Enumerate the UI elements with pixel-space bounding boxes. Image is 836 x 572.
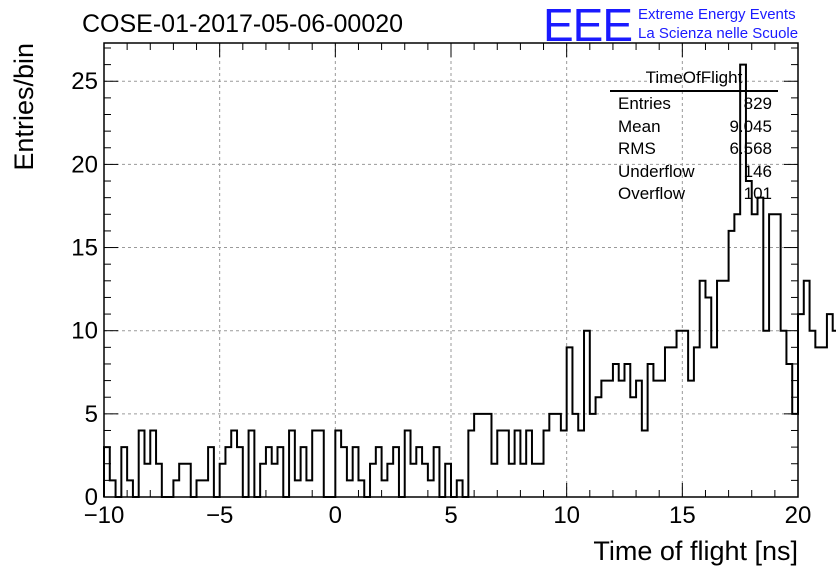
stats-label: Underflow [618, 161, 695, 181]
y-tick-label: 15 [71, 235, 98, 262]
stats-value: 9.045 [729, 116, 772, 136]
histogram-bin [723, 281, 729, 497]
histogram-bin [815, 347, 821, 497]
histogram-bin [810, 331, 816, 497]
histogram-bin [411, 464, 417, 497]
stats-value: 829 [743, 94, 772, 113]
stats-label: Overflow [618, 184, 686, 203]
histogram-bin [480, 414, 486, 497]
stats-row: Overflow 101 [610, 183, 778, 206]
histogram-bin [306, 480, 312, 497]
histogram-bin [144, 464, 150, 497]
histogram-bin [538, 464, 544, 497]
histogram-bin [711, 347, 717, 497]
histogram-bin [532, 464, 538, 497]
histogram-bin [613, 364, 619, 497]
histogram-bin [619, 381, 625, 497]
org-name-line2: La Scienza nelle Scuole [638, 25, 799, 42]
run-title: COSE-01-2017-05-06-00020 [82, 10, 404, 38]
histogram-bin [202, 480, 208, 497]
x-tick-label: −5 [206, 502, 233, 529]
histogram-bin [821, 347, 827, 497]
x-tick-label: 10 [553, 502, 580, 529]
stats-label: Mean [618, 116, 661, 136]
histogram-bin [642, 430, 648, 497]
x-tick-label: 5 [444, 502, 457, 529]
stats-rows: Entries 829 Mean 9.045 RMS 6.568 Underflow 146 O… [610, 93, 778, 206]
histogram-bin [607, 381, 613, 497]
y-tick-label: 5 [85, 401, 98, 428]
histogram-bin [428, 480, 434, 497]
stats-row: Mean 9.045 [610, 116, 778, 139]
y-axis-label: Entries/bin [9, 43, 39, 171]
histogram-bin [578, 430, 584, 497]
stats-row: Underflow 146 [610, 161, 778, 184]
stats-value: 101 [743, 184, 772, 203]
y-tick-label: 20 [71, 151, 98, 178]
y-tick-label: 25 [71, 68, 98, 95]
stats-value: 146 [743, 161, 772, 181]
x-tick-label: 15 [669, 502, 696, 529]
histogram-bin [630, 397, 636, 497]
y-tick-label: 10 [71, 318, 98, 345]
histogram-bin [491, 464, 497, 497]
x-axis-label: Time of flight [ns] [593, 536, 798, 566]
histogram-bin [734, 214, 740, 497]
stats-box: TimeOfFlight Entries 829 Mean 9.045 RMS 6.568… [610, 68, 778, 206]
histogram-bin [382, 480, 388, 497]
histogram-bin [520, 464, 526, 497]
histogram-bin [509, 464, 515, 497]
stats-value: 6.568 [729, 139, 772, 158]
histogram-bin [792, 414, 798, 497]
histogram-bin [590, 414, 596, 497]
histogram-bin [653, 381, 659, 497]
histogram-bin [752, 214, 758, 497]
histogram-bin [746, 181, 752, 497]
y-tick-label: 0 [85, 484, 98, 511]
histogram-bin [671, 347, 677, 497]
stats-row: Entries 829 [610, 93, 778, 116]
stats-title: TimeOfFlight [610, 68, 778, 92]
x-tick-label: 0 [329, 502, 342, 529]
stats-label: RMS [618, 139, 656, 158]
x-tick-label: 20 [785, 502, 812, 529]
histogram-bin [659, 381, 665, 497]
histogram-bin [561, 430, 567, 497]
stats-label: Entries [618, 94, 671, 113]
histogram-bin [347, 480, 353, 497]
x-tick-label: −10 [84, 502, 125, 529]
histogram-bin [272, 464, 278, 497]
org-name-line1: Extreme Energy Events [638, 6, 796, 23]
histogram-bin [295, 480, 301, 497]
histogram-bin [688, 381, 694, 497]
stats-row: RMS 6.568 [610, 138, 778, 161]
